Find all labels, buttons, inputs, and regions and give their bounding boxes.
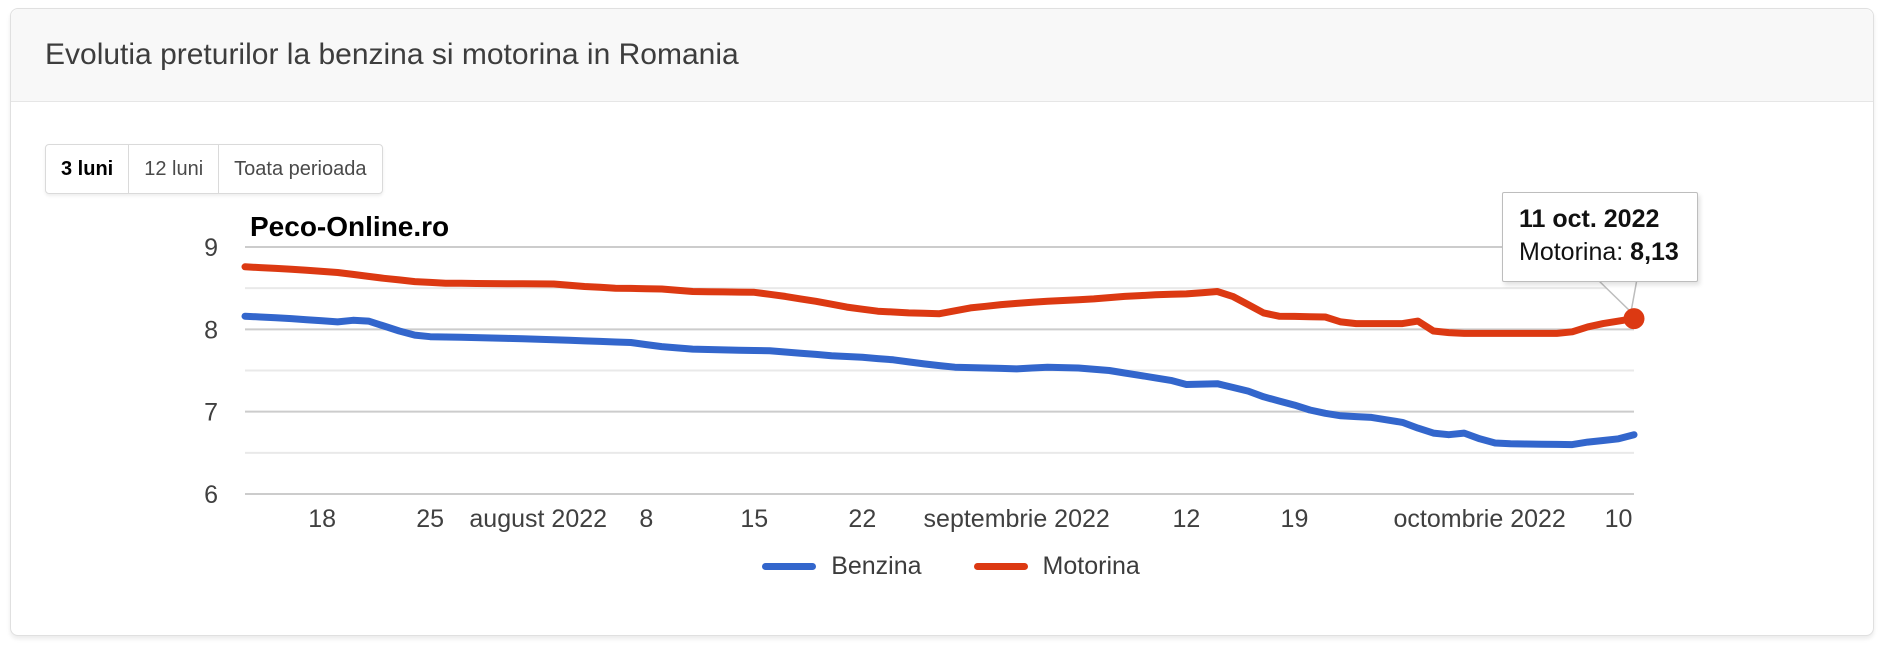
legend-label: Motorina	[1042, 552, 1140, 580]
x-axis-label: 12	[1173, 505, 1201, 533]
motorina-line	[241, 263, 1638, 337]
x-axis-label: 8	[639, 505, 653, 533]
x-axis-label: 19	[1281, 505, 1309, 533]
motorina-legend-swatch	[973, 563, 1028, 570]
tooltip-series-label: Motorina:	[1519, 238, 1631, 266]
x-axis-label: 25	[416, 505, 444, 533]
hover-tooltip: 11 oct. 2022 Motorina: 8,13	[1502, 192, 1698, 282]
range-button-toata-perioada[interactable]: Toata perioada	[218, 144, 383, 194]
legend-label: Benzina	[831, 552, 922, 580]
x-axis-label: august 2022	[469, 505, 607, 533]
legend-item-benzina[interactable]: Benzina	[762, 552, 922, 581]
x-axis-label: 22	[848, 505, 876, 533]
benzina-legend-swatch	[762, 563, 817, 570]
tooltip-value-line: Motorina: 8,13	[1519, 236, 1679, 269]
highlight-dot[interactable]	[1623, 308, 1645, 330]
time-range-selector: 3 luni 12 luni Toata perioada	[45, 144, 383, 194]
x-axis-label: 10	[1605, 505, 1633, 533]
y-axis-label: 6	[204, 481, 218, 509]
watermark-peco-online: Peco-Online.ro	[250, 211, 450, 242]
range-button-12-luni[interactable]: 12 luni	[128, 144, 220, 194]
chart-legend: Benzina Motorina	[256, 552, 1646, 581]
tooltip-value: 8,13	[1630, 238, 1679, 266]
page-title: Evolutia preturilor la benzina si motori…	[45, 38, 739, 71]
card-header: Evolutia preturilor la benzina si motori…	[11, 9, 1873, 102]
range-button-3-luni[interactable]: 3 luni	[45, 144, 130, 194]
x-axis-label: 15	[740, 505, 768, 533]
x-axis-label: septembrie 2022	[924, 505, 1110, 533]
y-axis-label: 8	[204, 316, 218, 344]
y-axis-label: 7	[204, 399, 218, 427]
x-axis-label: 18	[308, 505, 336, 533]
benzina-line	[241, 312, 1638, 449]
x-axis-label: octombrie 2022	[1394, 505, 1566, 533]
legend-item-motorina[interactable]: Motorina	[973, 552, 1140, 581]
y-axis-label: 9	[204, 234, 218, 262]
tooltip-pointer	[1596, 278, 1638, 314]
tooltip-date: 11 oct. 2022	[1519, 205, 1660, 233]
